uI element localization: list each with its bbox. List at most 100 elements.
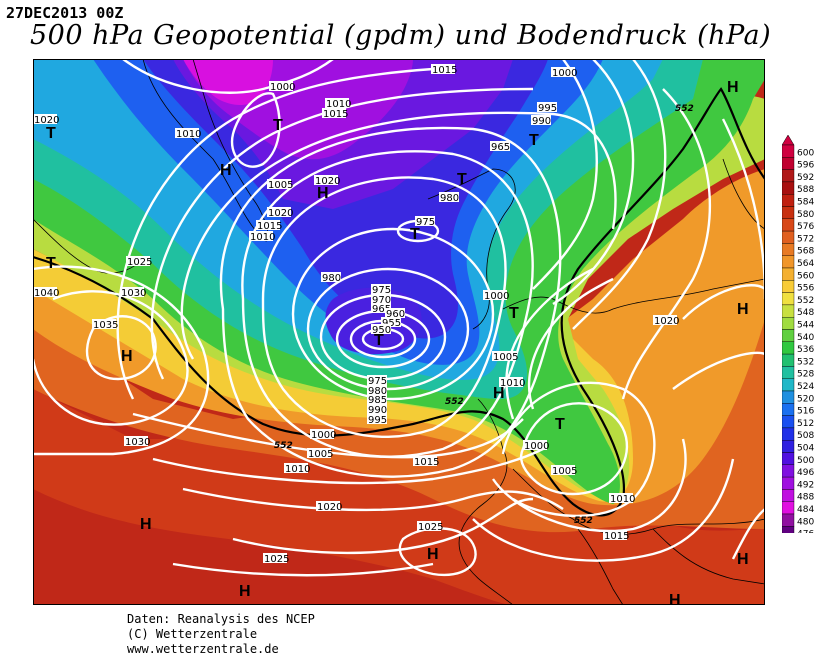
credits-website: www.wetterzentrale.de	[127, 642, 279, 656]
pressure-label: 1010	[285, 464, 310, 475]
legend-swatch	[782, 280, 795, 293]
pressure-label: 1005	[493, 352, 518, 363]
pressure-label: 1005	[552, 466, 577, 477]
legend-swatch	[782, 341, 795, 355]
legend-swatch	[782, 144, 795, 158]
pressure-label: 995	[368, 415, 387, 426]
legend-label: 584	[797, 198, 814, 208]
pressure-label: 1020	[315, 176, 340, 187]
legend-swatch	[782, 526, 795, 533]
legend-swatch	[782, 329, 795, 343]
high-marker: H	[121, 348, 133, 365]
legend-label: 484	[797, 505, 814, 515]
legend-label: 512	[797, 419, 814, 429]
pressure-label: 1000	[524, 441, 549, 452]
legend-swatch	[782, 452, 795, 466]
pressure-label: 1035	[93, 320, 118, 331]
legend-label: 540	[797, 333, 814, 343]
high-marker: H	[140, 516, 152, 533]
low-marker: T	[374, 332, 384, 349]
legend-swatch	[782, 218, 795, 232]
pressure-label: 1040	[34, 288, 59, 299]
credits: Daten: Reanalysis des NCEP (C) Wetterzen…	[127, 612, 315, 657]
pressure-label: 995	[538, 103, 557, 114]
credits-data-source: Daten: Reanalysis des NCEP	[127, 612, 315, 626]
legend-label: 556	[797, 284, 814, 294]
weather-map: 1015 1000 1020 1010 1000 1010 1015 995 9…	[33, 59, 765, 605]
geopotential-label: 552	[445, 397, 464, 407]
geopotential-labels: 552 552 552 552	[274, 104, 694, 526]
low-marker: T	[509, 305, 519, 322]
legend-swatch	[782, 267, 795, 281]
legend-swatch	[782, 513, 795, 527]
legend-label: 576	[797, 222, 814, 232]
legend-label: 504	[797, 444, 814, 454]
legend-label: 568	[797, 247, 814, 257]
pressure-label: 1010	[610, 494, 635, 505]
low-marker: T	[46, 125, 56, 142]
legend-swatch	[782, 427, 795, 441]
legend-swatch	[782, 194, 795, 207]
pressure-label: 985	[368, 395, 387, 406]
legend-swatch	[782, 169, 795, 183]
pressure-label: 965	[372, 304, 391, 315]
legend-swatch	[782, 157, 795, 170]
pressure-label: 965	[491, 142, 510, 153]
legend-label: 500	[797, 456, 814, 466]
legend-swatch	[782, 366, 795, 379]
legend-label: 496	[797, 468, 814, 478]
legend-label: 580	[797, 210, 814, 220]
low-marker: T	[457, 171, 467, 188]
legend-swatch	[782, 255, 795, 269]
pressure-label: 1020	[654, 316, 679, 327]
pressure-label: 1020	[34, 115, 59, 126]
legend-label: 536	[797, 345, 814, 355]
pressure-label: 1010	[500, 378, 525, 389]
legend-label: 480	[797, 517, 814, 527]
legend-label: 508	[797, 431, 814, 441]
pressure-label: 1015	[414, 457, 439, 468]
pressure-label: 1010	[326, 99, 351, 110]
legend-label: 596	[797, 161, 814, 171]
legend-label: 532	[797, 357, 814, 367]
high-marker: H	[737, 551, 749, 568]
legend-label: 528	[797, 370, 814, 380]
high-marker: H	[239, 583, 251, 600]
pressure-label: 975	[372, 285, 391, 296]
pressure-label: 1005	[308, 449, 333, 460]
low-marker: T	[410, 226, 420, 243]
pressure-label: 1015	[323, 109, 348, 120]
legend-label: 488	[797, 493, 814, 503]
pressure-label: 1010	[176, 129, 201, 140]
legend-label: 592	[797, 173, 814, 183]
legend-label: 552	[797, 296, 814, 306]
pressure-centers: H H H H H H H H H H H T T T T T T T T T	[46, 79, 749, 605]
pressure-label: 975	[368, 376, 387, 387]
coastlines	[33, 59, 765, 605]
pressure-label: 1000	[484, 291, 509, 302]
legend-label: 572	[797, 234, 814, 244]
pressure-label: 1020	[268, 208, 293, 219]
legend-swatch	[782, 181, 795, 195]
pressure-label: 980	[440, 193, 459, 204]
pressure-label: 1030	[121, 288, 146, 299]
legend-top-arrow	[782, 134, 795, 146]
pressure-label: 990	[532, 116, 551, 127]
legend-label: 524	[797, 382, 814, 392]
legend-label: 548	[797, 308, 814, 318]
pressure-label: 1015	[604, 531, 629, 542]
pressure-label: 980	[368, 386, 387, 397]
legend-label: 588	[797, 185, 814, 195]
legend-swatch	[782, 230, 795, 244]
pressure-label: 980	[322, 273, 341, 284]
legend-swatch	[782, 489, 795, 502]
pressure-label: 990	[368, 405, 387, 416]
pressure-label: 970	[372, 295, 391, 306]
low-marker: T	[46, 255, 56, 272]
pressure-label: 955	[382, 318, 401, 329]
legend-label: 492	[797, 480, 814, 490]
pressure-label: 1000	[311, 430, 336, 441]
map-title: 500 hPa Geopotential (gpdm) und Bodendru…	[30, 20, 772, 51]
pressure-label: 1020	[317, 502, 342, 513]
pressure-label: 1025	[264, 554, 289, 565]
